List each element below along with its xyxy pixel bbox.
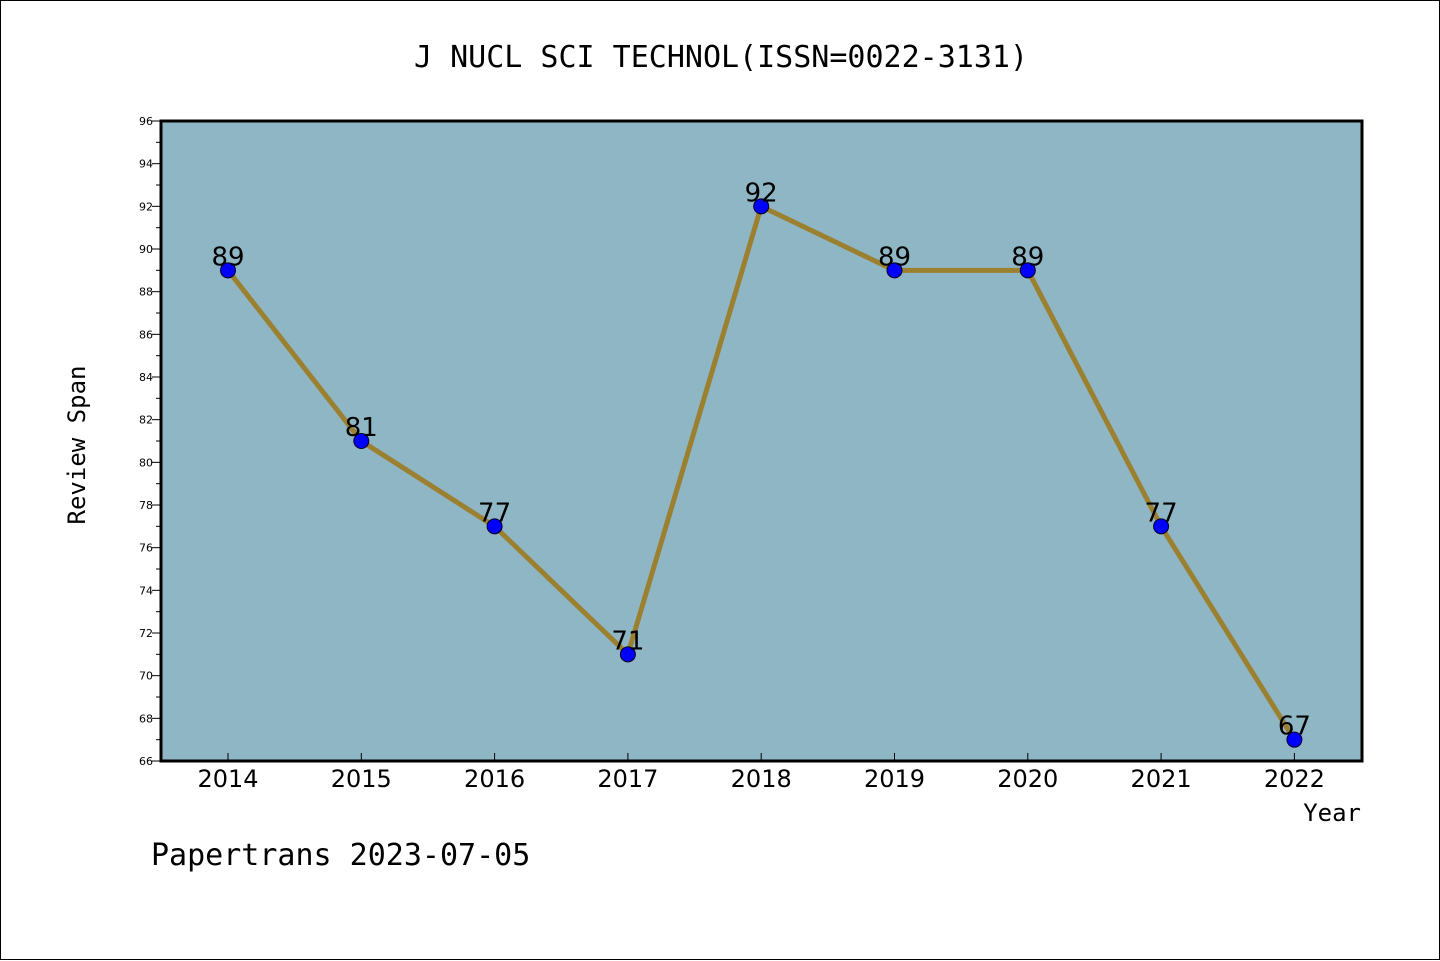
y-tick-label: 66	[139, 755, 153, 768]
data-point	[619, 646, 636, 663]
y-axis: 66 68 70 72 74 76 78 80 82 84 86 88 90 92 94 96	[139, 115, 161, 768]
y-tick-label: 84	[139, 371, 153, 384]
y-tick-label: 78	[139, 499, 153, 512]
x-tick-label: 2015	[331, 765, 392, 793]
watermark-text: Papertrans 2023-07-05	[151, 838, 530, 873]
x-tick-label: 2016	[464, 765, 525, 793]
y-tick-label: 90	[139, 243, 153, 256]
data-point	[220, 262, 236, 279]
x-tick-label: 2014	[197, 765, 258, 793]
y-tick-label: 94	[139, 158, 153, 171]
data-point	[353, 433, 370, 449]
y-tick-label: 82	[139, 414, 153, 427]
data-point	[886, 262, 903, 279]
chart-title: J NUCL SCI TECHNOL(ISSN=0022-3131)	[414, 40, 1028, 75]
data-label: 77	[478, 498, 511, 528]
data-label: 89	[211, 242, 244, 272]
y-tick-label: 88	[139, 286, 153, 299]
series-line-group: 89 81 77 71 92 89 89 77 67	[211, 178, 1311, 748]
data-label: 89	[878, 242, 911, 272]
data-label: 77	[1145, 498, 1178, 528]
y-tick-label: 96	[139, 115, 153, 128]
data-point	[1019, 262, 1036, 279]
x-tick-label: 2022	[1264, 765, 1325, 793]
x-tick-label: 2018	[731, 765, 792, 793]
x-tick-label: 2020	[997, 765, 1058, 793]
plot-area	[159, 119, 1364, 763]
x-axis-label: Year	[1303, 799, 1361, 827]
y-tick-label: 68	[139, 712, 153, 725]
x-tick-label: 2019	[864, 765, 925, 793]
y-tick-label: 86	[139, 328, 153, 341]
data-label: 67	[1278, 712, 1311, 742]
data-label: 81	[345, 413, 378, 443]
y-axis-label: Review Span	[63, 366, 91, 525]
x-tick-label: 2017	[597, 765, 658, 793]
data-label: 92	[745, 178, 778, 208]
data-point	[486, 518, 503, 535]
data-label: 89	[1011, 242, 1044, 272]
x-tick-label: 2021	[1131, 765, 1192, 793]
data-point	[753, 198, 770, 215]
data-point	[1286, 731, 1303, 748]
y-tick-label: 92	[139, 200, 153, 213]
y-tick-label: 70	[139, 670, 153, 683]
data-point	[1153, 518, 1170, 535]
y-tick-label: 72	[139, 627, 153, 640]
y-tick-label: 76	[139, 542, 153, 555]
x-axis: 2014 2015 2016 2017 2018 2019 2020 2021 2022	[197, 753, 1325, 793]
data-label: 71	[611, 626, 644, 656]
y-tick-label: 80	[139, 456, 153, 469]
y-tick-label: 74	[139, 584, 153, 597]
